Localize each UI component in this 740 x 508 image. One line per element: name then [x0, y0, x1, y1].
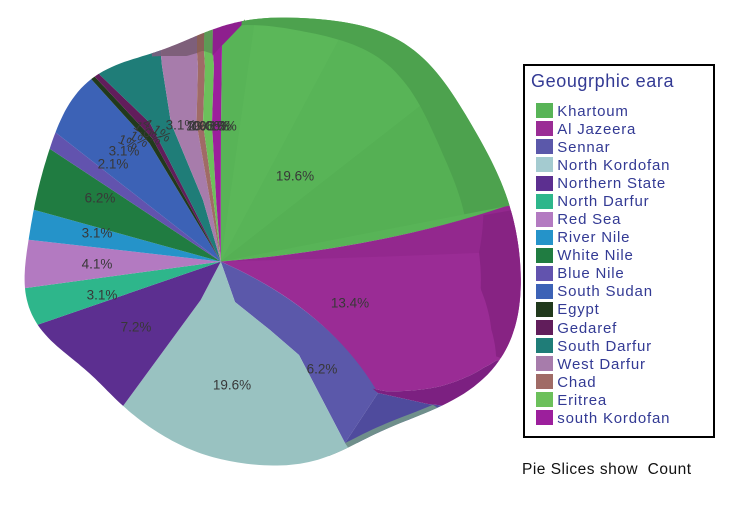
svg-text:8%: 8% — [217, 119, 237, 134]
svg-text:13.4%: 13.4% — [331, 296, 369, 311]
svg-text:4.1%: 4.1% — [82, 257, 113, 272]
svg-text:2.06%: 2.06% — [188, 119, 226, 134]
svg-text:0%: 0% — [192, 119, 212, 134]
svg-text:3.1%: 3.1% — [109, 144, 140, 159]
svg-text:6.2%: 6.2% — [307, 362, 338, 377]
svg-text:1%: 1% — [209, 119, 229, 134]
svg-text:3.1%: 3.1% — [87, 288, 118, 303]
svg-text:1%: 1% — [186, 119, 206, 134]
svg-text:3.1%: 3.1% — [82, 226, 113, 241]
svg-text:19.6%: 19.6% — [276, 169, 314, 184]
svg-text:1%: 1% — [116, 131, 140, 152]
svg-text:2.1%: 2.1% — [98, 157, 129, 172]
svg-text:19.6%: 19.6% — [213, 378, 251, 393]
svg-text:0.06%: 0.06% — [194, 119, 232, 134]
svg-text:7.2%: 7.2% — [121, 320, 152, 335]
svg-text:6.2%: 6.2% — [85, 191, 116, 206]
svg-text:3.1%: 3.1% — [166, 118, 197, 133]
